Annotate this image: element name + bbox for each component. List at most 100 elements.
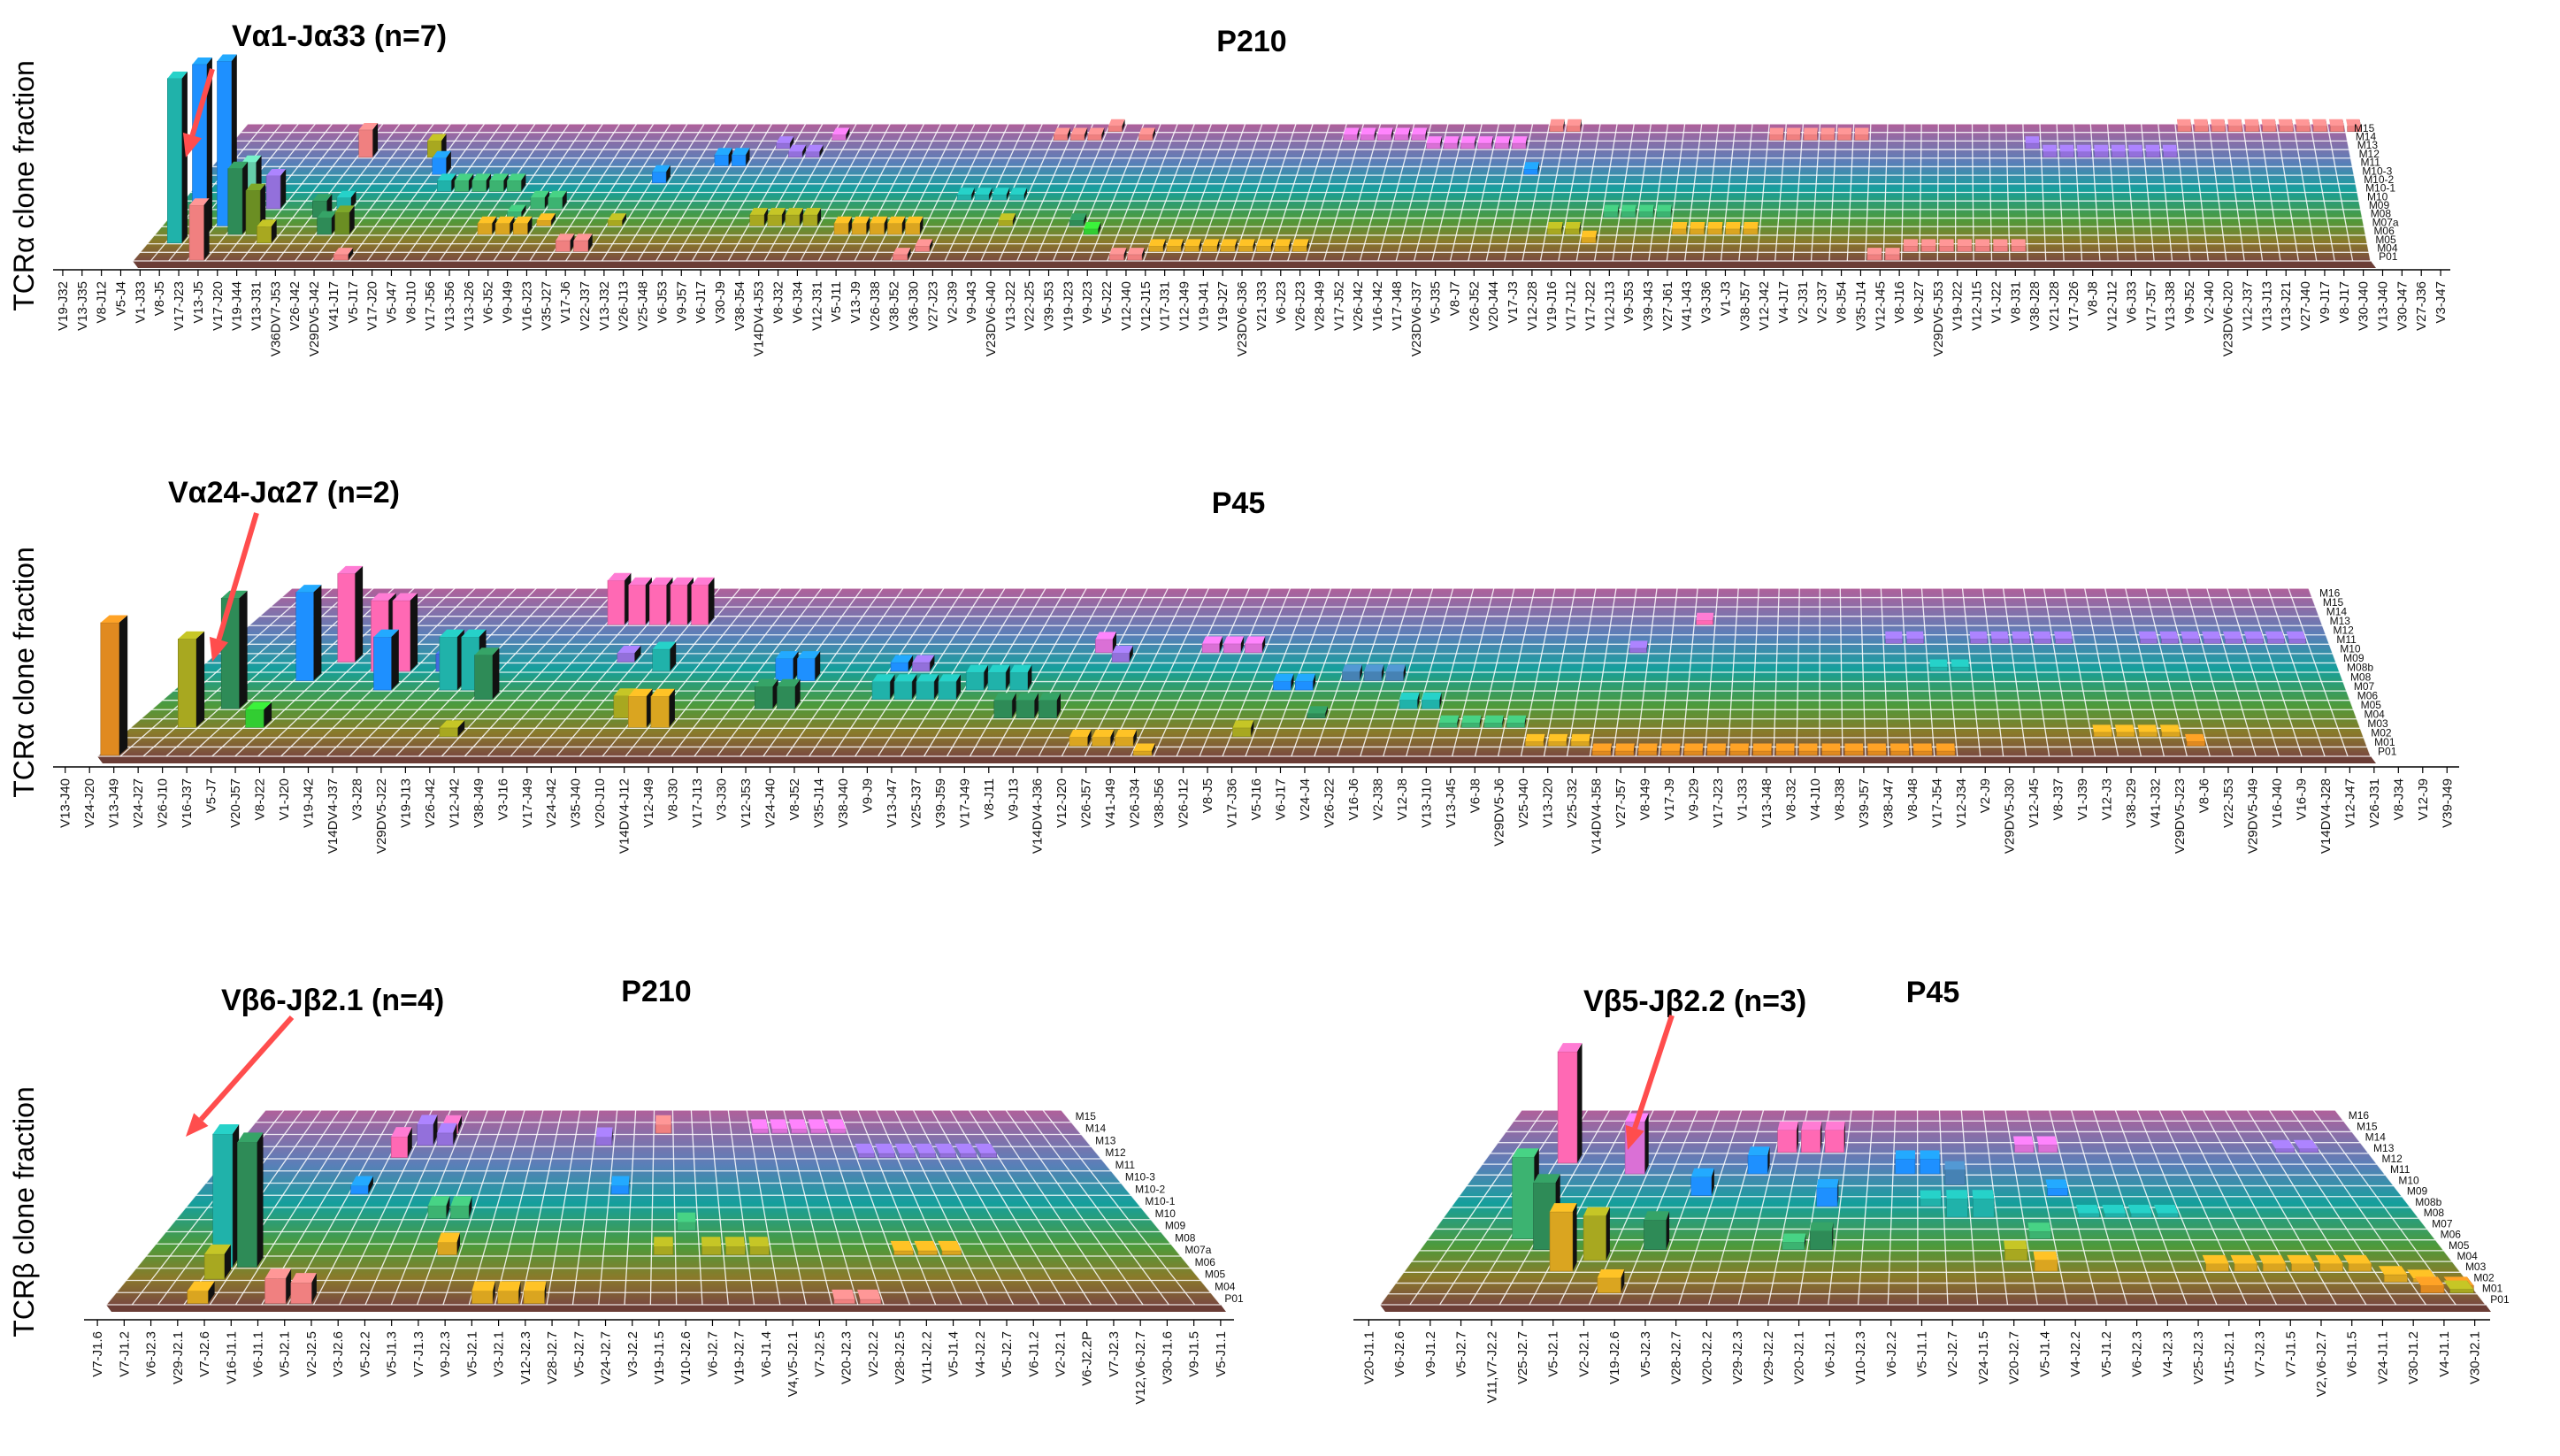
row-label: M13 — [1095, 1134, 1116, 1146]
x-tick-label: V5-J2.1 — [464, 1331, 479, 1377]
row-label: M06 — [2441, 1229, 2462, 1241]
panel-tra-p45: M16M15M14M13M12M11M10M09M08bM08M07M06M05… — [8, 476, 2459, 854]
x-tick-label: V17-J26 — [2066, 281, 2081, 331]
bar — [2315, 1254, 2343, 1272]
bar — [1821, 743, 1841, 756]
x-tick-label: V7-J2.6 — [197, 1331, 212, 1377]
bar — [245, 701, 272, 728]
bar — [1069, 213, 1087, 226]
bar — [1786, 127, 1801, 141]
bar — [1083, 222, 1101, 235]
plane-edge — [133, 261, 2376, 268]
bar — [1920, 239, 1936, 252]
bar — [1809, 1222, 1834, 1250]
row-label: M07 — [2432, 1217, 2453, 1230]
row-label: M10-2 — [1135, 1183, 1165, 1195]
bar — [373, 629, 399, 691]
bar — [1638, 204, 1654, 218]
x-tick-label: V7-J1.5 — [2283, 1331, 2298, 1377]
x-tick-label: V26-J31 — [2367, 778, 2382, 828]
annotation-arrowhead — [186, 1113, 209, 1137]
bar — [265, 169, 287, 210]
bar — [701, 1237, 722, 1255]
x-tick-label: V12-J45 — [1873, 281, 1888, 331]
bar — [1360, 127, 1376, 141]
bar — [965, 664, 988, 691]
x-tick-label: V27-J23 — [925, 281, 940, 331]
x-tick-label: V8-J11 — [982, 778, 997, 819]
x-tick-label: V8-J54 — [1835, 281, 1850, 324]
bar — [1597, 1269, 1625, 1293]
bar — [312, 194, 333, 218]
x-tick-label: V25-J48 — [636, 281, 651, 331]
bar — [1706, 743, 1727, 756]
bar — [1683, 743, 1704, 756]
row-label: M07a — [2372, 216, 2399, 228]
bar — [938, 1240, 962, 1255]
bar — [1816, 1179, 1839, 1207]
x-tick-label: V9-J29 — [1687, 778, 1702, 821]
x-tick-label: V35-J27 — [539, 281, 554, 331]
bar — [992, 188, 1010, 201]
x-tick-label: V17-J56 — [423, 281, 438, 331]
x-tick-label: V4-J2.2 — [2068, 1331, 2083, 1377]
x-tick-label: V19-J1.5 — [652, 1331, 667, 1384]
bar — [1460, 136, 1476, 149]
bar — [732, 148, 750, 166]
x-tick-label: V29-J2.3 — [1730, 1331, 1745, 1384]
bar — [1494, 136, 1511, 149]
x-tick-label: V20-J44 — [1486, 281, 1501, 331]
x-tick-label: V13-J35 — [75, 281, 90, 331]
bar — [2185, 733, 2205, 747]
bar — [748, 1237, 770, 1255]
x-tick-label: V17-J3 — [1506, 281, 1521, 324]
bar — [887, 216, 906, 235]
x-tick-label: V9-J2.3 — [438, 1331, 453, 1377]
row-label: M12 — [2359, 148, 2380, 160]
bar — [1095, 632, 1116, 654]
bar — [2076, 144, 2092, 158]
x-tick-label: V8-J31 — [2008, 281, 2023, 324]
row-label: M08b — [2415, 1196, 2441, 1208]
x-tick-label: V8-J16 — [1892, 281, 1907, 324]
bar — [1993, 239, 2008, 252]
bar — [1054, 127, 1070, 141]
bar — [1920, 1190, 1942, 1207]
plane-edge — [106, 1305, 1226, 1312]
x-tick-label: V5-J35 — [1429, 281, 1444, 324]
bar — [648, 577, 673, 625]
x-tick-label: V5-J16 — [1249, 778, 1264, 821]
x-tick-label: V8-J30 — [666, 778, 681, 821]
x-tick-label: V26-J42 — [287, 281, 303, 331]
x-tick-label: V8-J52 — [787, 778, 802, 821]
x-tick-label: V13-J48 — [1759, 778, 1774, 828]
x-tick-label: V10-J2.3 — [1853, 1331, 1868, 1384]
x-tick-label: V24-J40 — [763, 778, 778, 828]
bar — [548, 190, 567, 210]
row-label: M08 — [1175, 1231, 1196, 1244]
bar — [1549, 119, 1565, 132]
x-tick-label: V9-J43 — [964, 281, 979, 324]
bar — [1385, 664, 1406, 681]
x-tick-label: V28-J2.7 — [545, 1331, 560, 1384]
bar — [832, 127, 850, 141]
x-tick-label: V6-J2.3 — [144, 1331, 159, 1377]
x-tick-label: V8-J5 — [1200, 778, 1215, 813]
x-tick-label: V8-J27 — [1912, 281, 1927, 324]
bar — [439, 720, 465, 738]
bar — [2054, 631, 2073, 644]
x-tick-label: V12-J40 — [1119, 281, 1134, 331]
x-tick-label: V5-J1.4 — [2037, 1331, 2052, 1377]
x-tick-label: V25-J37 — [908, 778, 924, 828]
bar — [893, 248, 911, 261]
bar — [912, 655, 935, 672]
x-tick-label: V8-J49 — [1638, 778, 1653, 821]
bar — [167, 71, 188, 244]
bar — [2293, 1139, 2319, 1153]
bar — [714, 148, 732, 166]
bar — [1009, 664, 1032, 691]
bar — [2027, 1222, 2051, 1239]
bar — [2243, 631, 2264, 644]
x-tick-label: V41-J32 — [2149, 778, 2164, 828]
x-tick-label: V8-J32 — [1783, 778, 1798, 821]
